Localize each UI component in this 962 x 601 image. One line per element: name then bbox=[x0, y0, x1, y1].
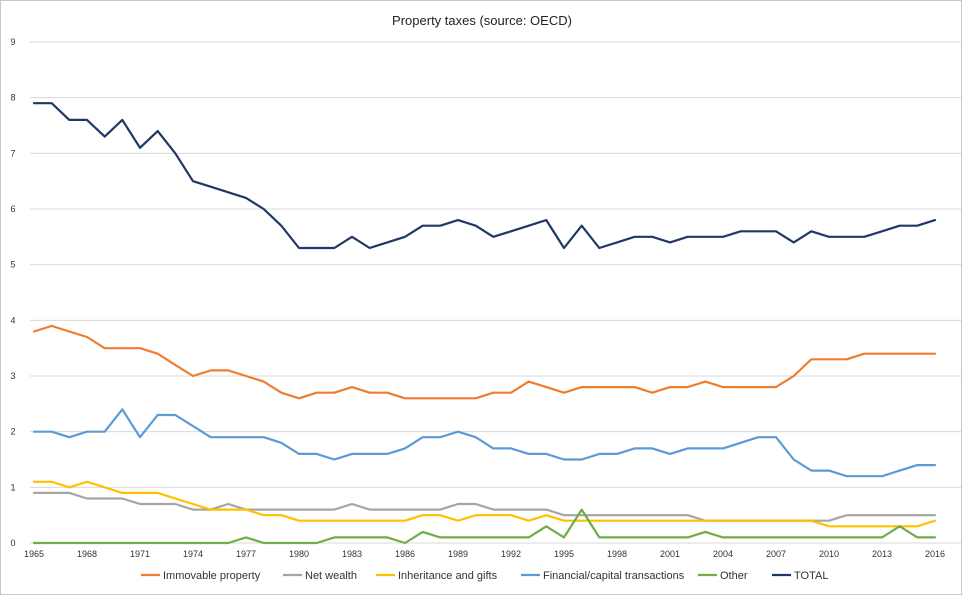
x-tick-label: 2001 bbox=[660, 549, 680, 559]
legend-label: Other bbox=[720, 570, 748, 582]
x-tick-label: 1995 bbox=[554, 549, 574, 559]
series-lines bbox=[32, 102, 937, 545]
series-line-total bbox=[32, 102, 937, 250]
legend-item: Inheritance and gifts bbox=[376, 570, 498, 582]
y-tick-label: 0 bbox=[10, 538, 15, 548]
legend-item: Immovable property bbox=[141, 570, 261, 582]
legend-item: Financial/capital transactions bbox=[521, 570, 685, 582]
legend-label: Immovable property bbox=[163, 570, 261, 582]
y-tick-label: 9 bbox=[10, 37, 15, 47]
y-tick-label: 7 bbox=[10, 148, 15, 158]
x-tick-label: 1971 bbox=[130, 549, 150, 559]
gridlines bbox=[30, 41, 961, 544]
x-tick-label: 1998 bbox=[607, 549, 627, 559]
legend-label: Net wealth bbox=[305, 570, 357, 582]
series-line-financial-capital-transactions bbox=[32, 408, 937, 478]
y-axis-ticks: 0 1 2 3 4 5 6 7 8 9 bbox=[10, 37, 15, 548]
x-tick-label: 1968 bbox=[77, 549, 97, 559]
x-tick-label: 2007 bbox=[766, 549, 786, 559]
x-tick-label: 1974 bbox=[183, 549, 203, 559]
series-line-immovable-property bbox=[32, 324, 937, 400]
x-tick-label: 1986 bbox=[395, 549, 415, 559]
series-line-inheritance-and-gifts bbox=[32, 480, 937, 528]
x-tick-label: 2013 bbox=[872, 549, 892, 559]
x-tick-label: 1965 bbox=[24, 549, 44, 559]
y-tick-label: 4 bbox=[10, 315, 15, 325]
series-line-other bbox=[32, 508, 937, 545]
y-tick-label: 6 bbox=[10, 204, 15, 214]
x-tick-label: 1992 bbox=[501, 549, 521, 559]
y-tick-label: 5 bbox=[10, 260, 15, 270]
x-tick-label: 1983 bbox=[342, 549, 362, 559]
y-tick-label: 3 bbox=[10, 371, 15, 381]
x-tick-label: 2004 bbox=[713, 549, 733, 559]
chart-title: Property taxes (source: OECD) bbox=[392, 13, 572, 28]
legend-label: TOTAL bbox=[794, 570, 828, 582]
legend-label: Financial/capital transactions bbox=[543, 570, 685, 582]
x-tick-label: 2016 bbox=[925, 549, 945, 559]
x-tick-label: 2010 bbox=[819, 549, 839, 559]
y-tick-label: 1 bbox=[10, 482, 15, 492]
y-tick-label: 2 bbox=[10, 427, 15, 437]
legend-item: Other bbox=[698, 570, 748, 582]
y-tick-label: 8 bbox=[10, 93, 15, 103]
legend-item: Net wealth bbox=[283, 570, 357, 582]
legend-item: TOTAL bbox=[772, 570, 828, 582]
x-axis-ticks: 1965 1968 1971 1974 1977 1980 1983 1986 1989 1992… bbox=[24, 549, 945, 559]
x-tick-label: 1989 bbox=[448, 549, 468, 559]
legend-label: Inheritance and gifts bbox=[398, 570, 498, 582]
x-tick-label: 1980 bbox=[289, 549, 309, 559]
x-tick-label: 1977 bbox=[236, 549, 256, 559]
legend: Immovable property Net wealth Inheritance … bbox=[141, 570, 828, 582]
